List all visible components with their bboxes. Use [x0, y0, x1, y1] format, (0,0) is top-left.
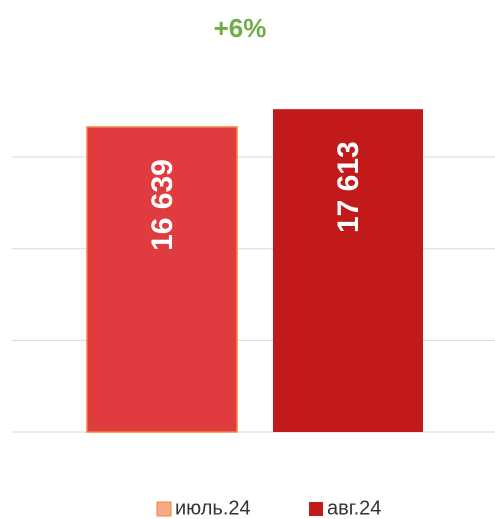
bar — [273, 109, 423, 432]
legend-swatch — [309, 502, 323, 516]
bar — [86, 126, 238, 433]
chart-title: +6% — [214, 13, 267, 43]
legend-label: июль.24 — [175, 497, 251, 519]
legend-label: авг.24 — [327, 497, 381, 519]
data-label: 17 613 — [332, 141, 365, 233]
legend-swatch — [156, 501, 172, 517]
data-label: 16 639 — [146, 159, 179, 251]
